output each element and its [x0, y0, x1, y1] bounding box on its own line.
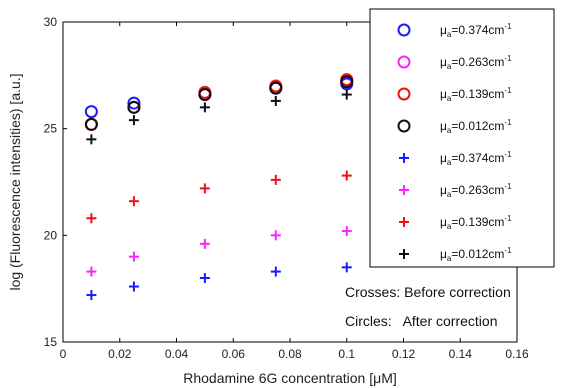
x-tick-label: 0.1 [338, 347, 355, 361]
circle-point [340, 75, 354, 89]
legend-marker [399, 249, 409, 259]
series-7-pluss [86, 89, 352, 145]
x-label-text: Rhodamine 6G concentration [ [183, 370, 373, 386]
cross-point [86, 134, 97, 145]
series-6-pluss [86, 170, 352, 224]
legend-label: μa=0.263cm-1 [440, 54, 512, 71]
cross-point [341, 262, 352, 273]
x-tick-label: 0.06 [222, 347, 246, 361]
x-label-end: ] [393, 370, 397, 386]
legend-marker [399, 185, 409, 195]
cross-point [270, 230, 281, 241]
legend-marker [397, 87, 411, 101]
cross-point [86, 213, 97, 224]
legend-marker [397, 23, 411, 37]
y-axis-label: log (Fluorescence intensities) [a.u.] [7, 73, 23, 290]
legend-marker [397, 55, 411, 69]
legend-label: μa=0.012cm-1 [440, 246, 512, 263]
legend-label: μa=0.374cm-1 [440, 22, 512, 39]
x-label-unit: μM [373, 370, 393, 386]
x-tick-label: 0.16 [505, 347, 529, 361]
legend-label: μa=0.263cm-1 [440, 182, 512, 199]
annotation-crosses: Crosses: Before correction [345, 284, 511, 300]
y-tick-label: 30 [44, 15, 58, 29]
circle-point [127, 96, 141, 110]
y-tick-label: 15 [44, 335, 58, 349]
legend-marker [397, 119, 411, 133]
cross-point [341, 89, 352, 100]
cross-point [199, 273, 210, 283]
circle-point [84, 117, 98, 131]
cross-point [199, 238, 210, 249]
legend-box [369, 8, 555, 268]
y-tick-label: 25 [44, 122, 58, 136]
cross-point [199, 183, 210, 194]
x-tick-label: 0.08 [278, 347, 302, 361]
legend-label: μa=0.012cm-1 [440, 118, 512, 135]
cross-point [341, 226, 352, 237]
x-tick-label: 0.12 [392, 347, 416, 361]
y-tick-label: 20 [44, 228, 58, 242]
legend-label: μa=0.139cm-1 [440, 86, 512, 103]
cross-point [86, 266, 97, 277]
legend-marker [399, 217, 409, 227]
legend-marker [399, 153, 409, 163]
cross-point [199, 102, 210, 113]
circle-point [84, 105, 98, 119]
series-3-circles [84, 75, 354, 131]
annotation-circles: Circles: After correction [345, 313, 498, 329]
y-axis: 15 20 25 30 [44, 15, 517, 349]
cross-point [270, 266, 281, 277]
legend-label: μa=0.374cm-1 [440, 150, 512, 167]
x-tick-label: 0.14 [449, 347, 473, 361]
cross-point [128, 251, 139, 262]
cross-point [128, 115, 139, 126]
cross-point [128, 196, 139, 207]
legend-label: μa=0.139cm-1 [440, 214, 512, 231]
series-5-pluss [86, 226, 352, 277]
cross-point [270, 95, 281, 106]
x-tick-label: 0 [60, 347, 67, 361]
cross-point [270, 174, 281, 185]
cross-point [86, 290, 97, 301]
circle-point [127, 100, 141, 114]
data-points [84, 73, 354, 301]
circle-point [198, 88, 212, 102]
x-axis: 0 0.02 0.04 0.06 0.08 0.1 0.12 0.14 0.16 [60, 22, 529, 361]
x-tick-label: 0.04 [165, 347, 189, 361]
legend: μa=0.374cm-1 μa=0.263cm-1 μa=0.139cm-1 μa=0… [369, 8, 555, 268]
series-4-pluss [86, 262, 352, 301]
cross-point [128, 281, 139, 292]
cross-point [341, 170, 352, 181]
circle-point [269, 81, 283, 95]
x-axis-label: Rhodamine 6G concentration [μM] [183, 370, 397, 386]
x-tick-label: 0.02 [108, 347, 132, 361]
